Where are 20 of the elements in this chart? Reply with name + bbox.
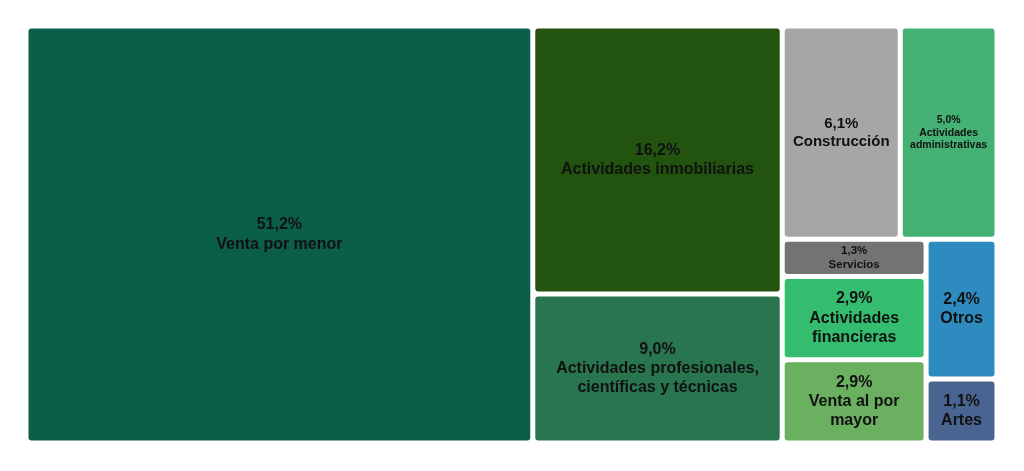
data-label: 5,0% <box>936 112 962 125</box>
category-label: Construcción <box>792 131 890 149</box>
data-label: 51,2% <box>256 215 303 233</box>
category-label: Actividades inmobiliarias <box>561 160 755 178</box>
category-label: Actividades administrativas <box>910 125 988 151</box>
data-label: 9,0% <box>639 339 676 357</box>
data-label: 2,4% <box>943 289 980 307</box>
data-label: 2,9% <box>835 372 873 390</box>
category-label: Artes <box>941 411 983 428</box>
data-label: 1,1% <box>943 391 980 409</box>
category-label: Otros <box>940 309 983 327</box>
data-label: 1,3% <box>841 244 868 257</box>
category-label: Venta al por mayor <box>808 391 900 429</box>
data-label: 2,9% <box>835 289 873 307</box>
category-label: Venta por menor <box>216 234 343 252</box>
category-label: Actividades profesionales, científicas y técnicas <box>556 358 759 396</box>
category-label: Actividades financieras <box>809 308 900 345</box>
data-label: 16,2% <box>634 140 681 158</box>
category-label: Servicios <box>828 258 880 271</box>
data-label: 6,1% <box>824 113 859 131</box>
